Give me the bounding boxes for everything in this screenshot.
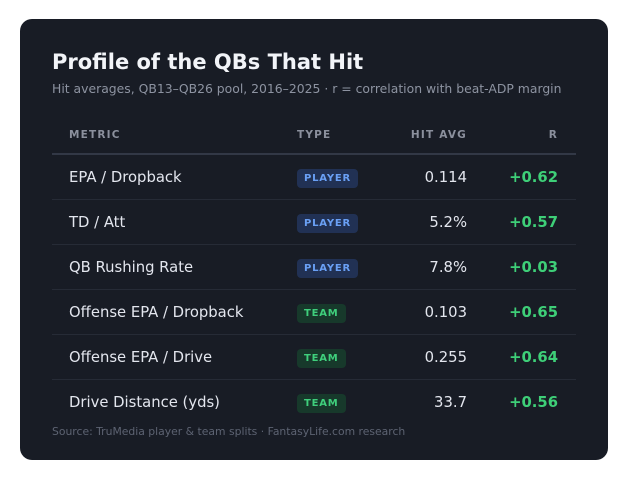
hit-avg-value: 7.8% (385, 244, 467, 290)
metric-name: EPA / Dropback (52, 154, 297, 200)
type-badge: PLAYER (297, 259, 359, 278)
hit-avg-value: 0.114 (385, 154, 467, 200)
r-value: +0.64 (467, 334, 576, 380)
type-badge: PLAYER (297, 169, 359, 188)
card-subtitle: Hit averages, QB13–QB26 pool, 2016–2025 … (52, 81, 562, 96)
column-header-r: R (467, 117, 576, 155)
r-value: +0.56 (509, 393, 558, 411)
qb-profile-card: Profile of the QBs That Hit Hit averages… (20, 19, 608, 460)
table-header-row: METRIC TYPE HIT AVG R (52, 117, 576, 155)
column-header-metric: METRIC (52, 117, 297, 155)
table-row: QB Rushing Rate PLAYER 7.8% +0.03 (52, 244, 576, 290)
r-value: +0.03 (467, 244, 576, 290)
r-value: +0.57 (467, 199, 576, 245)
hit-avg-value: 33.7 (434, 393, 467, 411)
r-value: +0.62 (467, 154, 576, 200)
card-title: Profile of the QBs That Hit (52, 50, 364, 74)
table-row: Offense EPA / Drive TEAM 0.255 +0.64 (52, 334, 576, 380)
table-row: Offense EPA / Dropback TEAM 0.103 +0.65 (52, 289, 576, 335)
metric-name: QB Rushing Rate (52, 244, 297, 290)
hit-avg-value: 0.103 (385, 289, 467, 335)
metric-name: Offense EPA / Dropback (52, 289, 297, 335)
column-header-hit-avg: HIT AVG (385, 117, 467, 155)
metric-name: Drive Distance (yds) (69, 393, 220, 411)
metric-name: TD / Att (52, 199, 297, 245)
type-badge: TEAM (297, 349, 346, 368)
type-badge: TEAM (297, 304, 346, 323)
metrics-table: METRIC TYPE HIT AVG R EPA / Dropback PLA… (52, 117, 576, 424)
metric-name: Offense EPA / Drive (52, 334, 297, 380)
column-header-type: TYPE (297, 117, 385, 155)
table-row: TD / Att PLAYER 5.2% +0.57 (52, 199, 576, 245)
table-row: Drive Distance (yds) TEAM 33.7 +0.56 (52, 380, 576, 425)
hit-avg-value: 5.2% (385, 199, 467, 245)
hit-avg-value: 0.255 (385, 334, 467, 380)
table-row: EPA / Dropback PLAYER 0.114 +0.62 (52, 154, 576, 200)
type-badge: TEAM (297, 394, 346, 413)
source-note: Source: TruMedia player & team splits · … (52, 425, 406, 438)
type-badge: PLAYER (297, 214, 359, 233)
r-value: +0.65 (467, 289, 576, 335)
